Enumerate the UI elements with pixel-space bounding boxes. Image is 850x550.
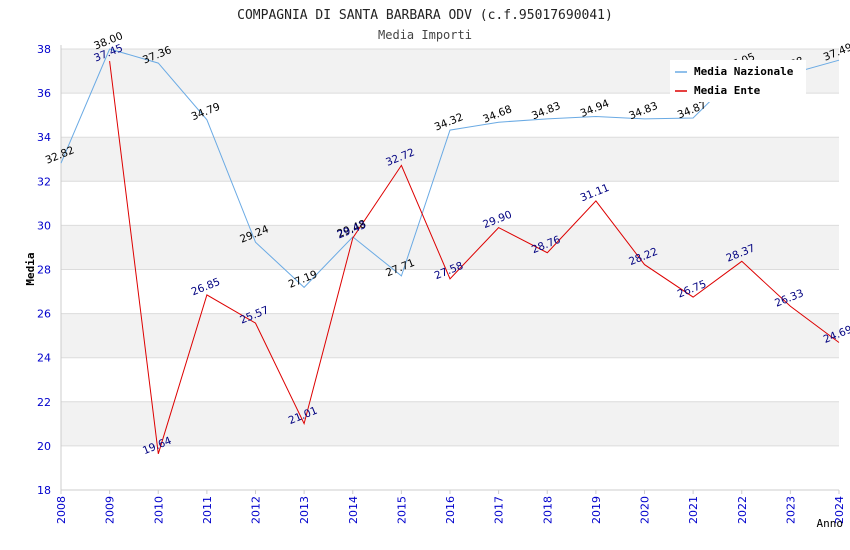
y-tick-label: 36: [37, 87, 51, 100]
x-tick-label: 2023: [784, 496, 797, 524]
x-tick-label: 2019: [590, 496, 603, 524]
grid-band: [61, 225, 839, 270]
grid-band: [61, 401, 839, 446]
data-label: 31.11: [579, 182, 611, 204]
data-label: 26.33: [773, 287, 805, 309]
x-tick-label: 2013: [298, 496, 311, 524]
y-tick-label: 24: [37, 352, 51, 365]
x-tick-label: 2015: [395, 496, 408, 524]
x-tick-label: 2008: [55, 496, 68, 524]
data-label: 34.79: [190, 101, 222, 123]
x-tick-label: 2017: [493, 496, 506, 524]
x-tick-label: 2012: [250, 496, 263, 524]
data-label: 34.32: [433, 111, 465, 133]
y-axis-ticks: 18 20 22 24 26 28 30 32 34 36 38: [37, 43, 51, 497]
data-label: 26.75: [676, 278, 708, 300]
legend-label-media-nazionale: Media Nazionale: [694, 65, 794, 78]
data-label: 27.19: [287, 268, 319, 290]
y-tick-label: 30: [37, 219, 51, 232]
x-tick-label: 2010: [152, 496, 165, 524]
x-axis-ticks: 2008 2009 2010 2011 2012 2013 2014 2015 2016 2017…: [55, 490, 846, 524]
x-tick-label: 2018: [541, 496, 554, 524]
x-axis-title: Anno: [817, 517, 844, 530]
y-tick-label: 18: [37, 484, 51, 497]
chart-title: COMPAGNIA DI SANTA BARBARA ODV (c.f.9501…: [237, 8, 613, 23]
legend: Media Nazionale Media Ente: [670, 60, 806, 102]
y-tick-label: 20: [37, 440, 51, 453]
x-tick-label: 2020: [639, 496, 652, 524]
grid-bands: [61, 49, 839, 446]
x-tick-label: 2024: [833, 496, 846, 524]
legend-label-media-ente: Media Ente: [694, 84, 761, 97]
y-axis-title: Media: [24, 252, 37, 285]
y-tick-label: 32: [37, 175, 51, 188]
y-tick-label: 28: [37, 264, 51, 277]
x-tick-label: 2021: [687, 496, 700, 524]
series-line-media-ente: [109, 61, 840, 454]
x-tick-label: 2014: [347, 496, 360, 524]
chart-subtitle: Media Importi: [378, 28, 472, 42]
y-tick-label: 34: [37, 131, 51, 144]
y-tick-label: 26: [37, 308, 51, 321]
x-tick-label: 2011: [201, 496, 214, 524]
y-tick-label: 22: [37, 396, 51, 409]
y-tick-label: 38: [37, 43, 51, 56]
data-label: 26.85: [190, 276, 222, 298]
x-tick-label: 2009: [104, 496, 117, 524]
x-tick-label: 2016: [444, 496, 457, 524]
grid-band: [61, 313, 839, 358]
grid-band: [61, 137, 839, 182]
x-tick-label: 2022: [736, 496, 749, 524]
legend-box: [670, 60, 806, 102]
